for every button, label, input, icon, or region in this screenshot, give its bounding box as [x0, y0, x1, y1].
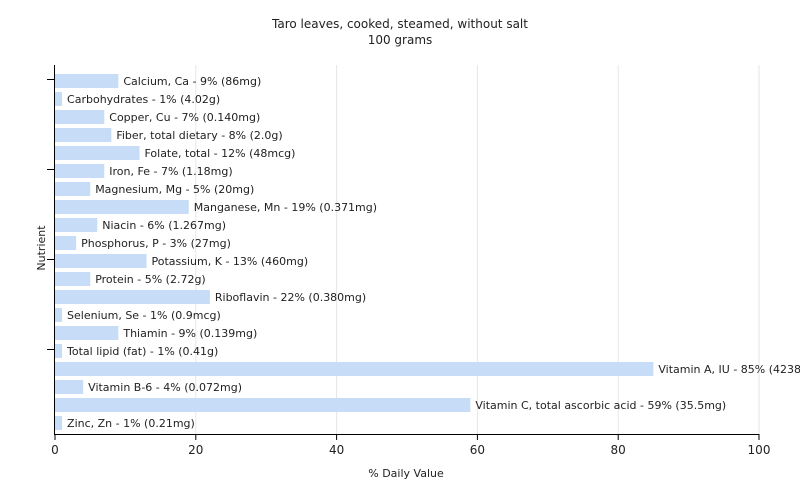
bar	[55, 218, 98, 232]
bar-labels: Calcium, Ca - 9% (86mg) Carbohydrates - 1…	[66, 75, 800, 430]
x-tick-label: 80	[611, 443, 626, 457]
bar	[55, 398, 471, 412]
chart-subtitle: 100 grams	[368, 33, 433, 47]
bar	[55, 326, 119, 340]
bar-label: Vitamin B-6 - 4% (0.072mg)	[88, 381, 242, 394]
gridlines	[195, 65, 760, 434]
bar	[55, 182, 91, 196]
bar-label: Total lipid (fat) - 1% (0.41g)	[66, 345, 218, 358]
bar-label: Protein - 5% (2.72g)	[95, 273, 206, 286]
bar-label: Potassium, K - 13% (460mg)	[152, 255, 309, 268]
bar	[55, 416, 63, 430]
bar	[55, 380, 84, 394]
y-axis-title: Nutrient	[35, 225, 48, 271]
bar	[55, 290, 210, 304]
bar-label: Magnesium, Mg - 5% (20mg)	[95, 183, 254, 196]
bar	[55, 146, 140, 160]
bar-label: Carbohydrates - 1% (4.02g)	[67, 93, 220, 106]
bar-label: Folate, total - 12% (48mcg)	[144, 147, 295, 160]
bar-label: Phosphorus, P - 3% (27mg)	[81, 237, 231, 250]
bar	[55, 200, 189, 214]
bars	[55, 74, 654, 430]
bar-label: Riboflavin - 22% (0.380mg)	[215, 291, 366, 304]
axes	[47, 65, 760, 440]
bar	[55, 74, 119, 88]
bar	[55, 362, 654, 376]
x-axis-title: % Daily Value	[368, 467, 444, 480]
bar-label: Calcium, Ca - 9% (86mg)	[123, 75, 261, 88]
bar-label: Selenium, Se - 1% (0.9mcg)	[67, 309, 221, 322]
bar	[55, 128, 112, 142]
x-tick-labels: 0 20 40 60 80 100	[51, 443, 770, 457]
bar	[55, 308, 63, 322]
bar-label: Manganese, Mn - 19% (0.371mg)	[194, 201, 377, 214]
bar	[55, 344, 63, 358]
bar-label: Niacin - 6% (1.267mg)	[102, 219, 226, 232]
x-tick-label: 100	[748, 443, 771, 457]
bar-label: Thiamin - 9% (0.139mg)	[122, 327, 257, 340]
bar-label: Fiber, total dietary - 8% (2.0g)	[116, 129, 282, 142]
bar	[55, 254, 147, 268]
bar	[55, 164, 105, 178]
bar	[55, 236, 77, 250]
x-tick-label: 60	[470, 443, 485, 457]
x-tick-label: 20	[188, 443, 203, 457]
bar	[55, 110, 105, 124]
x-tick-label: 40	[329, 443, 344, 457]
bar	[55, 92, 63, 106]
bar-label: Vitamin C, total ascorbic acid - 59% (35…	[475, 399, 726, 412]
bar	[55, 272, 91, 286]
bar-label: Copper, Cu - 7% (0.140mg)	[109, 111, 260, 124]
chart-title: Taro leaves, cooked, steamed, without sa…	[271, 17, 528, 31]
bar-label: Vitamin A, IU - 85% (4238IU)	[658, 363, 800, 376]
x-tick-label: 0	[51, 443, 59, 457]
bar-label: Zinc, Zn - 1% (0.21mg)	[67, 417, 195, 430]
bar-label: Iron, Fe - 7% (1.18mg)	[109, 165, 232, 178]
